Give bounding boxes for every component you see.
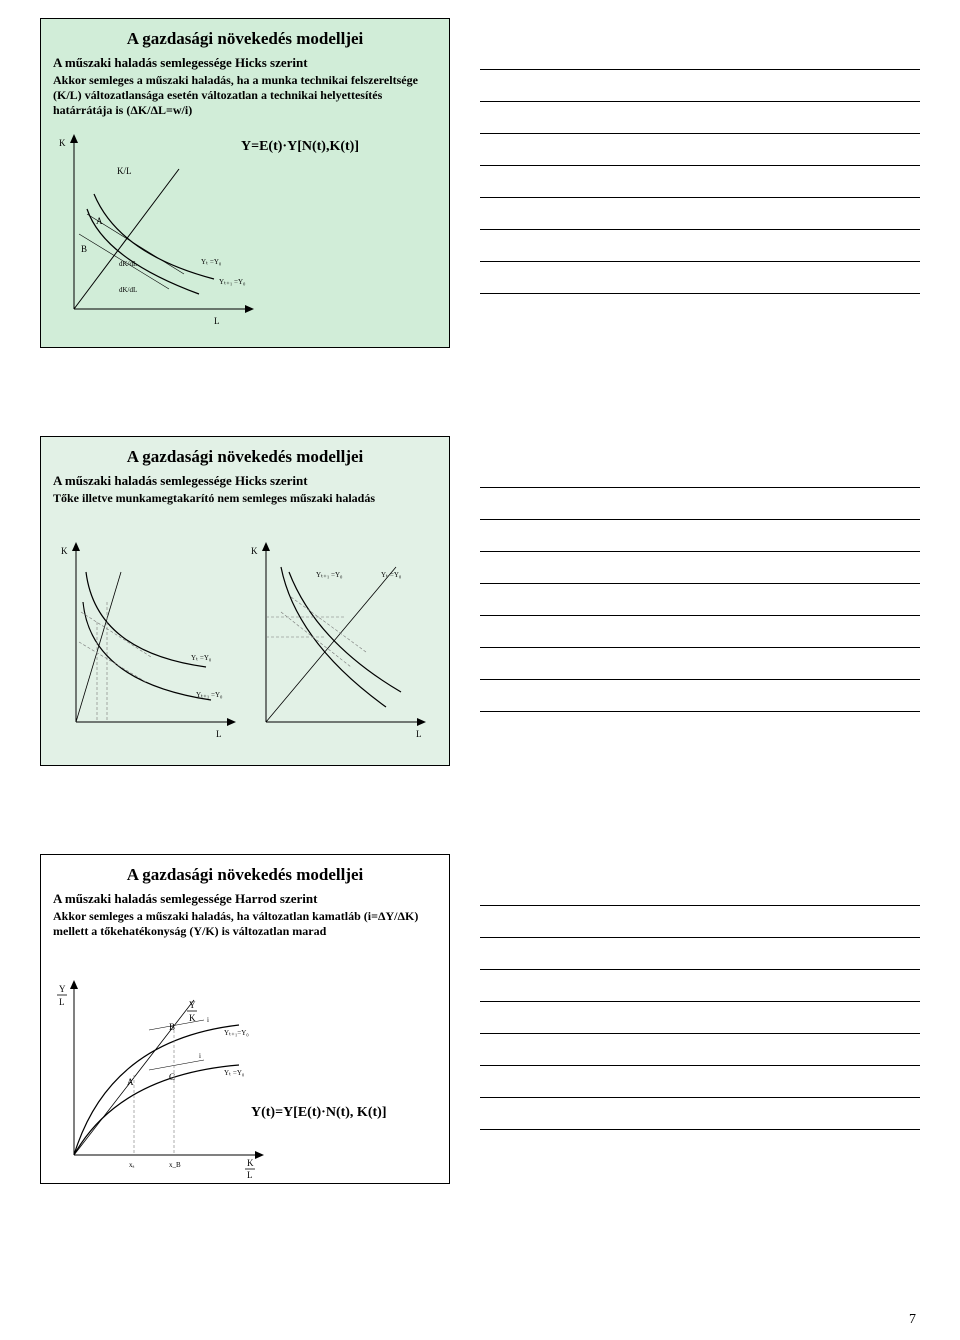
slide1-chart: K L K/L Yₜ₊₁ =Y₀ Yₜ =Y₀ dK/dL dK/dL A B [49, 134, 269, 329]
slide3-body: Akkor semleges a műszaki haladás, ha vál… [53, 909, 437, 939]
slide3-subtitle: A műszaki haladás semlegessége Harrod sz… [53, 891, 437, 907]
notes-3 [480, 854, 920, 1184]
s3-i1: i [207, 1016, 209, 1024]
note-line [480, 616, 920, 648]
note-line [480, 134, 920, 166]
slide-row-2: A gazdasági növekedés modelljei A műszak… [0, 418, 960, 776]
note-line [480, 166, 920, 198]
note-line [480, 1098, 920, 1130]
s1-tan2: dK/dL [119, 286, 137, 294]
note-line [480, 38, 920, 70]
note-line [480, 938, 920, 970]
slide2-body: Tőke illetve munkamegtakarító nem semleg… [53, 491, 437, 506]
slide-3: A gazdasági növekedés modelljei A műszak… [40, 854, 450, 1184]
s1-iso2: Yₜ₊₁ =Y₀ [219, 278, 246, 286]
note-line [480, 70, 920, 102]
slide1-body: Akkor semleges a műszaki haladás, ha a m… [53, 73, 437, 118]
s3-Y: Y [59, 984, 66, 994]
note-line [480, 520, 920, 552]
slide-1: A gazdasági növekedés modelljei A műszak… [40, 18, 450, 348]
s3-C: C [169, 1072, 175, 1082]
note-line [480, 1002, 920, 1034]
slide3-chart: Y L K L Y K Yₜ₊₁=Y₀ Yₜ =Y₀ i i [49, 980, 279, 1175]
note-line [480, 584, 920, 616]
s1-ray: K/L [117, 166, 132, 176]
s2l-iso-out: Yₜ =Y₀ [191, 654, 212, 662]
s1-B: B [81, 244, 87, 254]
s1-tan1: dK/dL [119, 260, 137, 268]
slide1-title: A gazdasági növekedés modelljei [53, 29, 437, 49]
slide-2: A gazdasági növekedés modelljei A műszak… [40, 436, 450, 766]
s3-xB: x_B [169, 1161, 181, 1169]
s3-B: B [169, 1022, 175, 1032]
note-line [480, 488, 920, 520]
slide1-subtitle: A műszaki haladás semlegessége Hicks sze… [53, 55, 437, 71]
slide2-chart-right: K L Yₜ₊₁ =Y₀ Yₜ =Y₀ [241, 542, 431, 742]
s3-Kx: K [247, 1158, 254, 1168]
s1-iso1: Yₜ =Y₀ [201, 258, 222, 266]
slide-row-1: A gazdasági növekedés modelljei A műszak… [0, 0, 960, 358]
note-line [480, 1034, 920, 1066]
slide-row-3: A gazdasági növekedés modelljei A műszak… [0, 836, 960, 1194]
s3-cu-up: Yₜ₊₁=Y₀ [224, 1029, 249, 1037]
slide2-chart-left: K L Yₜ =Y₀ Yₜ₊₁ =Y₀ [51, 542, 241, 742]
note-line [480, 648, 920, 680]
s3-i2: i [199, 1052, 201, 1060]
note-line [480, 1066, 920, 1098]
note-line [480, 102, 920, 134]
slide2-title: A gazdasági növekedés modelljei [53, 447, 437, 467]
notes-2 [480, 436, 920, 766]
s3-xA: xₐ [129, 1161, 135, 1169]
note-line [480, 874, 920, 906]
slide3-title: A gazdasági növekedés modelljei [53, 865, 437, 885]
note-line [480, 456, 920, 488]
note-line [480, 970, 920, 1002]
s2r-iso-up: Yₜ₊₁ =Y₀ [316, 571, 343, 579]
note-line [480, 906, 920, 938]
note-line [480, 230, 920, 262]
note-line [480, 680, 920, 712]
notes-1 [480, 18, 920, 348]
s3-Lx: L [247, 1170, 253, 1180]
s3-A: A [127, 1077, 134, 1087]
page-number: 7 [909, 1312, 916, 1328]
s2l-K: K [61, 546, 68, 556]
s2r-iso-right: Yₜ =Y₀ [381, 571, 402, 579]
note-line [480, 262, 920, 294]
s1-x-axis: L [214, 316, 220, 326]
s1-A: A [96, 216, 103, 226]
slide2-subtitle: A műszaki haladás semlegessége Hicks sze… [53, 473, 437, 489]
s2r-L: L [416, 729, 422, 739]
s3-cu-lo: Yₜ =Y₀ [224, 1069, 245, 1077]
s2r-K: K [251, 546, 258, 556]
s2l-L: L [216, 729, 222, 739]
s2l-iso-in: Yₜ₊₁ =Y₀ [196, 691, 223, 699]
s1-y-axis: K [59, 138, 66, 148]
note-line [480, 552, 920, 584]
s3-Laxis: L [59, 997, 65, 1007]
note-line [480, 198, 920, 230]
